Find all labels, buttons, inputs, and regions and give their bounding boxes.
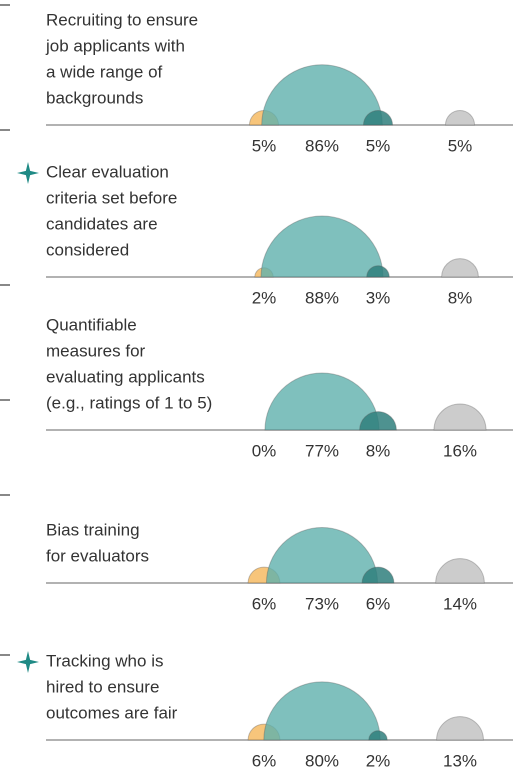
row-label: Bias training	[46, 520, 140, 539]
value-label: 80%	[305, 751, 339, 769]
row-label: a wide range of	[46, 62, 163, 81]
row-label: Tracking who is	[46, 651, 163, 670]
value-label: 0%	[252, 441, 277, 460]
value-label: 5%	[448, 136, 473, 155]
value-label: 3%	[366, 288, 391, 307]
star-icon	[17, 162, 39, 184]
value-label: 14%	[443, 594, 477, 613]
semicircle	[359, 411, 397, 431]
value-label: 5%	[252, 136, 277, 155]
row-label: backgrounds	[46, 88, 143, 107]
semicircle	[361, 566, 395, 584]
value-label: 6%	[252, 751, 277, 769]
row-label: Quantifiable	[46, 315, 137, 334]
value-label: 13%	[443, 751, 477, 769]
value-label: 5%	[366, 136, 391, 155]
value-label: 2%	[366, 751, 391, 769]
value-label: 2%	[252, 288, 277, 307]
row-label: evaluating applicants	[46, 367, 205, 386]
value-label: 77%	[305, 441, 339, 460]
row-label: measures for	[46, 341, 146, 360]
value-label: 8%	[448, 288, 473, 307]
value-label: 88%	[305, 288, 339, 307]
row-label: for evaluators	[46, 546, 149, 565]
row-label: job applicants with	[45, 36, 185, 55]
row-label: candidates are	[46, 214, 158, 233]
star-icon	[17, 651, 39, 673]
row-label: Clear evaluation	[46, 162, 169, 181]
value-label: 86%	[305, 136, 339, 155]
value-label: 6%	[252, 594, 277, 613]
semicircle	[260, 215, 384, 278]
semicircle	[362, 110, 394, 126]
semicircle	[263, 681, 381, 741]
semicircle	[441, 258, 479, 278]
value-label: 73%	[305, 594, 339, 613]
row-label: considered	[46, 240, 129, 259]
value-label: 6%	[366, 594, 391, 613]
row-label: outcomes are fair	[46, 703, 178, 722]
semicircle	[265, 527, 379, 584]
semicircle	[264, 372, 380, 431]
margin-dashes	[0, 4, 10, 656]
value-label: 8%	[366, 441, 391, 460]
row-label: Recruiting to ensure	[46, 10, 198, 29]
semicircle	[366, 265, 390, 278]
semicircle	[436, 716, 484, 741]
semicircle	[444, 110, 476, 126]
row-label: criteria set before	[46, 188, 177, 207]
semicircle	[368, 730, 388, 741]
value-label: 16%	[443, 441, 477, 460]
row-label: hired to ensure	[46, 677, 159, 696]
semicircle	[435, 558, 485, 584]
semicircle	[433, 403, 487, 431]
semicircle	[261, 64, 383, 126]
row-label: (e.g., ratings of 1 to 5)	[46, 393, 212, 412]
